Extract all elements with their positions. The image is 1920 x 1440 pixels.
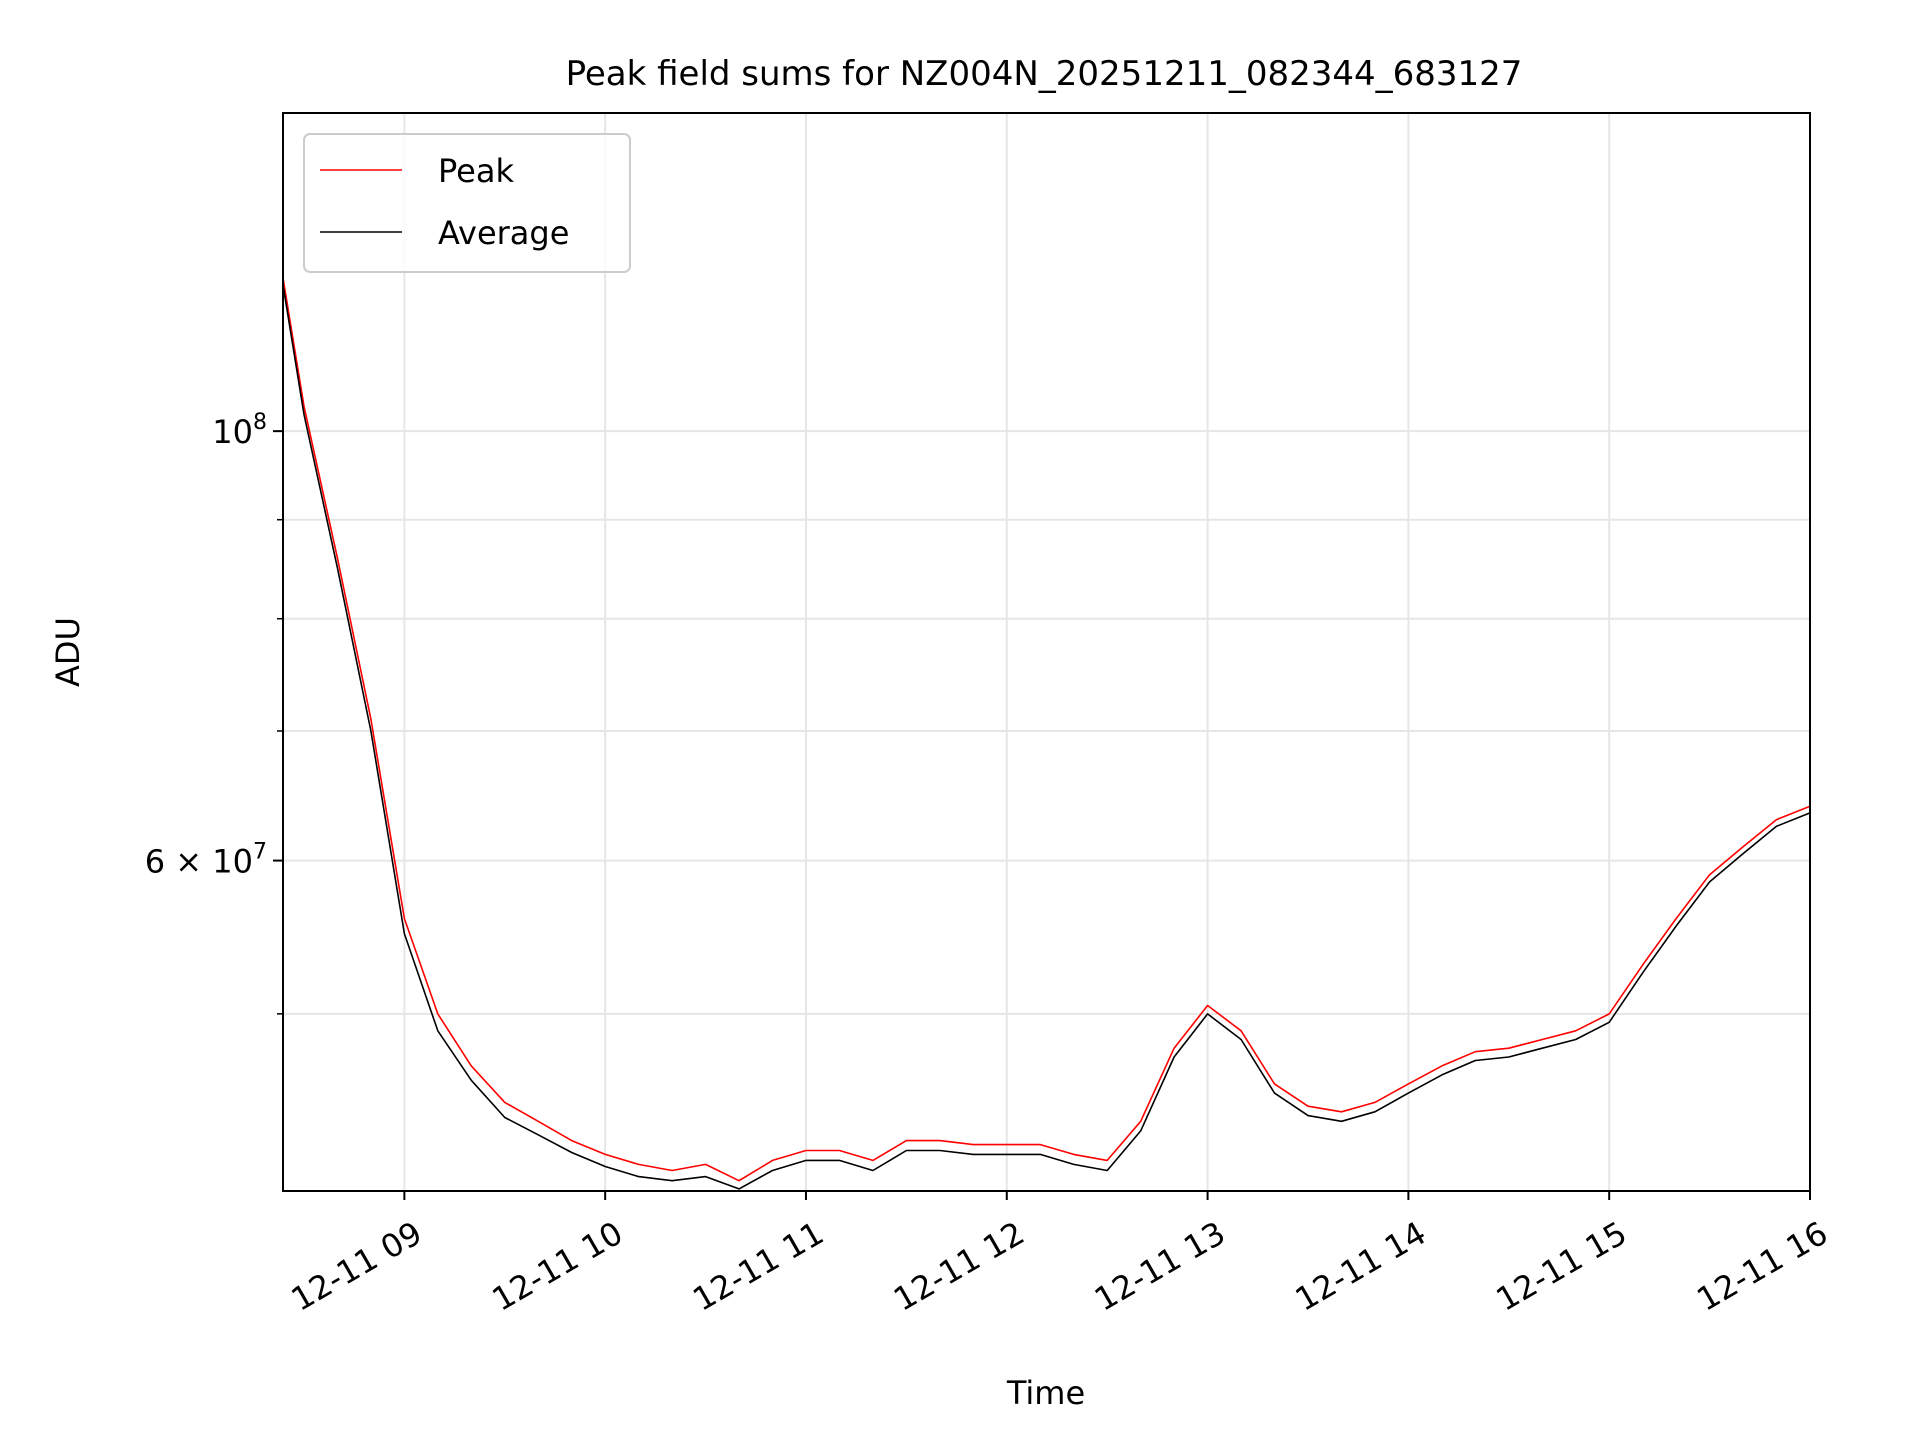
y-tick-label: 6 × 107	[145, 840, 267, 881]
y-axis: 108 6 × 107	[145, 410, 283, 1015]
x-tick-label: 12-11 16	[1690, 1214, 1834, 1319]
x-tick-label: 12-11 13	[1088, 1214, 1232, 1319]
y-axis-label: ADU	[49, 617, 87, 687]
legend-box	[303, 133, 631, 273]
legend-label-average: Average	[438, 214, 569, 252]
x-tick-label: 12-11 12	[887, 1214, 1031, 1319]
x-axis-label: Time	[1006, 1374, 1085, 1412]
legend: Peak Average	[303, 133, 631, 273]
series-line-peak	[282, 277, 1811, 1182]
x-tick-label: 12-11 10	[486, 1214, 630, 1319]
x-tick-label: 12-11 15	[1490, 1214, 1634, 1319]
x-tick-label: 12-11 09	[285, 1214, 429, 1319]
grid	[283, 113, 1811, 1191]
plot-area	[282, 277, 1811, 1190]
plot-frame	[282, 112, 1811, 1192]
x-tick-label: 12-11 14	[1289, 1214, 1433, 1319]
x-axis: 12-11 09 12-11 10 12-11 11 12-11 12 12-11 13…	[285, 1191, 1834, 1319]
x-tick-label: 12-11 11	[686, 1214, 830, 1319]
legend-label-peak: Peak	[438, 152, 514, 190]
series-line-average	[282, 284, 1811, 1190]
chart-title: Peak field sums for NZ004N_20251211_0823…	[566, 54, 1523, 94]
y-tick-label: 108	[212, 410, 267, 451]
